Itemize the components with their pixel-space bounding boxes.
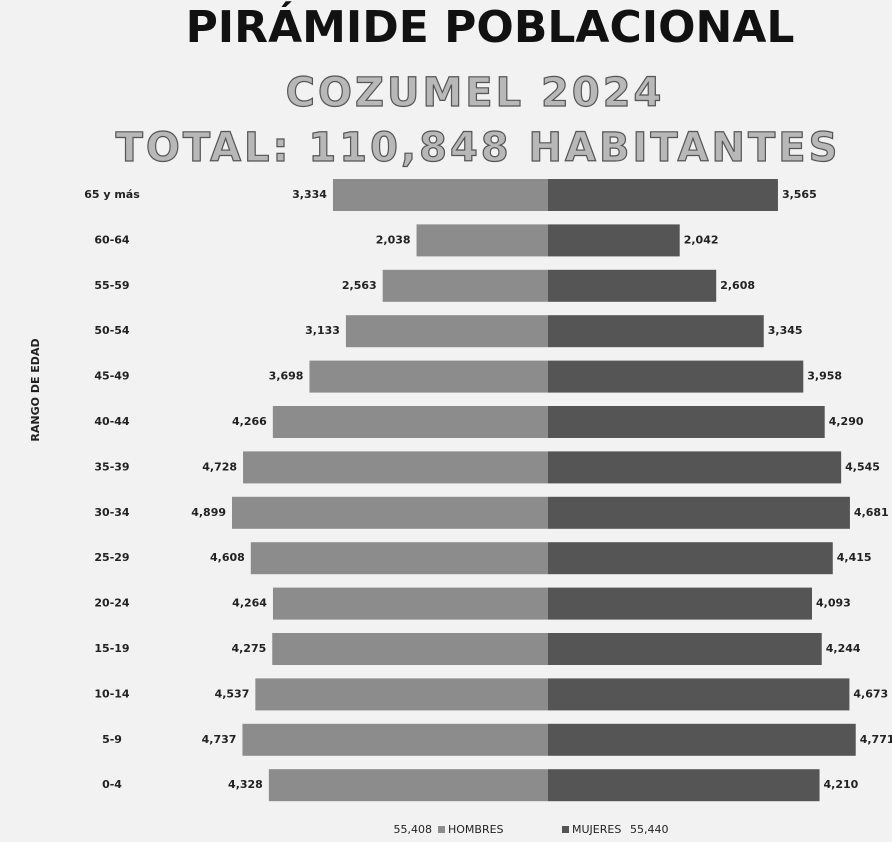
bar bbox=[548, 587, 812, 620]
value-label: 4,899 bbox=[191, 506, 226, 519]
bar bbox=[548, 224, 680, 257]
bar bbox=[416, 224, 548, 257]
legend-label: MUJERES bbox=[572, 823, 621, 836]
value-label: 4,681 bbox=[854, 506, 889, 519]
value-label: 2,042 bbox=[684, 233, 719, 246]
y-axis-label: RANGO DE EDAD bbox=[29, 338, 42, 441]
value-label: 3,334 bbox=[292, 188, 327, 201]
legend-swatch bbox=[438, 826, 445, 833]
bar bbox=[243, 451, 548, 484]
bar bbox=[548, 678, 850, 711]
bar bbox=[548, 769, 820, 802]
bar bbox=[548, 360, 804, 393]
bar bbox=[268, 769, 548, 802]
y-tick-label: 5-9 bbox=[102, 733, 122, 746]
value-label: 4,264 bbox=[232, 597, 267, 610]
value-label: 3,565 bbox=[782, 188, 817, 201]
value-label: 3,133 bbox=[305, 324, 340, 337]
y-tick-label: 20-24 bbox=[94, 597, 130, 610]
value-label: 4,266 bbox=[232, 415, 267, 428]
y-tick-label: 35-39 bbox=[94, 460, 129, 473]
value-label: 4,771 bbox=[860, 733, 892, 746]
value-label: 4,244 bbox=[826, 642, 861, 655]
bar bbox=[232, 496, 548, 529]
y-tick-label: 55-59 bbox=[94, 279, 129, 292]
value-label: 4,290 bbox=[829, 415, 864, 428]
bar bbox=[548, 542, 833, 575]
chart-title: PIRÁMIDE POBLACIONAL bbox=[186, 0, 795, 53]
bar bbox=[548, 179, 778, 211]
y-tick-label: 30-34 bbox=[94, 506, 130, 519]
value-label: 4,737 bbox=[202, 733, 237, 746]
value-label: 2,608 bbox=[720, 279, 755, 292]
y-tick-label: 40-44 bbox=[94, 415, 130, 428]
value-label: 2,038 bbox=[376, 233, 411, 246]
y-tick-label: 0-4 bbox=[102, 778, 122, 791]
y-tick-label: 10-14 bbox=[94, 687, 130, 700]
bar bbox=[548, 496, 850, 529]
value-label: 4,328 bbox=[228, 778, 263, 791]
bar bbox=[272, 406, 548, 438]
value-label: 4,545 bbox=[845, 460, 880, 473]
bar bbox=[548, 633, 822, 665]
value-label: 4,673 bbox=[853, 687, 888, 700]
bar bbox=[242, 723, 548, 756]
bar bbox=[548, 723, 856, 756]
bar bbox=[272, 633, 548, 665]
y-tick-label: 50-54 bbox=[94, 324, 130, 337]
bar bbox=[250, 542, 548, 575]
legend-label: HOMBRES bbox=[448, 823, 504, 836]
value-label: 4,415 bbox=[837, 551, 872, 564]
value-label: 4,093 bbox=[816, 597, 851, 610]
y-tick-label: 15-19 bbox=[94, 642, 129, 655]
bar bbox=[548, 406, 825, 438]
y-tick-label: 65 y más bbox=[84, 188, 140, 201]
value-label: 4,728 bbox=[202, 460, 237, 473]
value-label: 2,563 bbox=[342, 279, 377, 292]
bar bbox=[548, 269, 717, 302]
bar bbox=[309, 360, 548, 393]
bar bbox=[345, 315, 548, 348]
value-label: 4,537 bbox=[215, 687, 250, 700]
chart-subtitle: COZUMEL 2024 bbox=[286, 70, 665, 116]
legend-swatch bbox=[562, 826, 569, 833]
legend-total: 55,408 bbox=[394, 823, 433, 836]
bar bbox=[548, 451, 842, 484]
value-label: 3,958 bbox=[807, 370, 842, 383]
chart-total: TOTAL: 110,848 HABITANTES bbox=[116, 125, 841, 171]
bar bbox=[255, 678, 548, 711]
value-label: 3,698 bbox=[269, 370, 304, 383]
bar bbox=[382, 269, 548, 302]
value-label: 4,275 bbox=[231, 642, 266, 655]
y-tick-label: 60-64 bbox=[94, 233, 130, 246]
value-label: 4,608 bbox=[210, 551, 245, 564]
y-tick-label: 45-49 bbox=[94, 370, 129, 383]
value-label: 3,345 bbox=[768, 324, 803, 337]
value-label: 4,210 bbox=[824, 778, 859, 791]
bar bbox=[332, 179, 548, 211]
y-tick-label: 25-29 bbox=[94, 551, 129, 564]
bar bbox=[548, 315, 764, 348]
bar bbox=[272, 587, 548, 620]
legend-total: 55,440 bbox=[630, 823, 669, 836]
